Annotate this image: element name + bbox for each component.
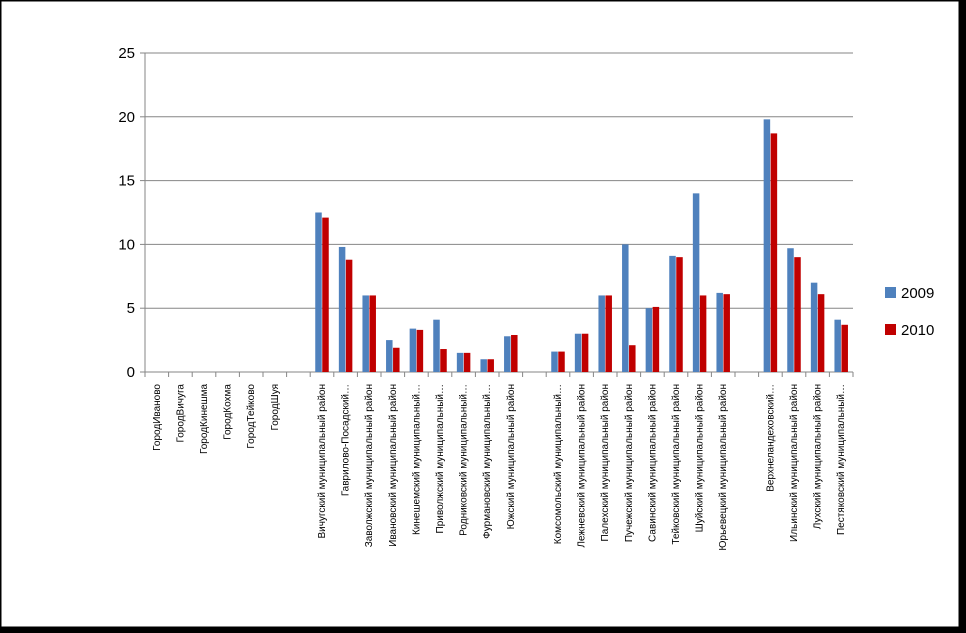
- bar-2010-11: [416, 329, 424, 372]
- legend-swatch-2009: [885, 287, 896, 298]
- y-axis-tick-labels: 0 5 10 15 20 25: [118, 45, 135, 381]
- bar-2010-27: [794, 257, 801, 372]
- bar-2009-8: [338, 246, 346, 372]
- x-category-label: Пучежский муниципальный район: [624, 384, 635, 542]
- bar-2009-19: [598, 295, 605, 372]
- bar-2010-21: [652, 306, 660, 372]
- bar-2009-7: [315, 212, 322, 372]
- x-category-label: Палехский муниципальный район: [600, 384, 611, 541]
- bar-2009-29: [834, 319, 841, 372]
- x-category-label: Фурмановский муниципальный…: [482, 384, 493, 539]
- bar-2010-9: [369, 295, 376, 372]
- bar-2009-11: [409, 328, 417, 372]
- x-category-label: Заволжский муниципальный район: [364, 384, 375, 547]
- bar-2009-22: [669, 255, 676, 372]
- bar-2010-8: [345, 259, 353, 372]
- bar-2009-12: [433, 319, 440, 372]
- x-category-label: ГородВичуга: [175, 384, 186, 443]
- bar-2010-19: [605, 295, 612, 372]
- x-category-label: Ильинский муниципальный район: [789, 384, 800, 542]
- x-category-label: ГородШуя: [270, 384, 281, 431]
- x-category-label: ГородТейково: [246, 384, 257, 449]
- legend: 2009 2010: [885, 285, 934, 339]
- bar-2009-17: [551, 351, 558, 372]
- bar-2009-13: [456, 352, 464, 372]
- bar-2009-26: [763, 119, 771, 373]
- bar-2010-28: [817, 294, 825, 372]
- x-category-label: Шуйский муниципальный район: [695, 384, 706, 532]
- bar-2010-29: [841, 324, 848, 372]
- bar-2009-21: [645, 308, 653, 372]
- bar-2010-15: [511, 334, 518, 372]
- y-tick-label: 25: [118, 45, 135, 62]
- bar-2009-10: [386, 340, 393, 372]
- x-category-label: Южский муниципальный район: [506, 384, 517, 529]
- x-category-label: Юрьевецкий муниципальный район: [718, 384, 729, 551]
- x-category-label: Гаврилово-Посадский…: [341, 384, 352, 496]
- x-category-label: Лухский муниципальный район: [813, 384, 824, 529]
- legend-swatch-2010: [885, 324, 896, 335]
- bar-2009-24: [716, 292, 723, 372]
- bar-2010-26: [770, 133, 778, 372]
- gridlines: [145, 52, 853, 309]
- bar-2009-15: [504, 336, 511, 372]
- bars: [315, 119, 848, 373]
- bar-2010-10: [393, 347, 400, 372]
- x-category-label: Кинешемский муниципальный…: [411, 384, 422, 535]
- bar-2010-20: [629, 345, 636, 372]
- legend-label-2009: 2009: [901, 285, 934, 302]
- x-category-label: Комсомольский муниципальный…: [553, 384, 564, 544]
- x-category-label: Тейковский муниципальный район: [671, 384, 682, 545]
- x-category-label: ГородКохма: [223, 384, 234, 440]
- bar-2010-12: [440, 349, 447, 372]
- legend-label-2010: 2010: [901, 322, 934, 339]
- x-category-label: Родниковский муниципальный…: [459, 384, 470, 536]
- x-category-label: Верхнеландеховский…: [765, 384, 776, 492]
- bar-2009-28: [810, 282, 818, 372]
- y-tick-label: 20: [118, 109, 135, 126]
- bar-2009-23: [692, 193, 700, 372]
- x-category-label: Пестяковский муниципальный…: [836, 384, 847, 535]
- bar-2010-24: [723, 294, 730, 372]
- bar-2009-27: [787, 248, 794, 372]
- x-axis-category-labels: ГородИваново ГородВичуга ГородКинешма Город…: [152, 384, 847, 551]
- x-category-label: Ивановский муниципальный район: [388, 384, 399, 547]
- bar-2010-23: [699, 295, 707, 372]
- bar-2009-18: [574, 333, 582, 372]
- bar-2010-14: [487, 359, 494, 372]
- y-tick-label: 5: [127, 300, 135, 317]
- x-category-label: Вичугский муниципальный район: [317, 384, 328, 539]
- bar-2010-13: [463, 352, 471, 372]
- y-tick-label: 0: [127, 364, 135, 381]
- x-category-label: Лежневский муниципальный район: [577, 384, 588, 548]
- bar-2010-17: [558, 351, 565, 372]
- x-category-label: ГородИваново: [152, 384, 163, 451]
- y-tick-label: 10: [118, 236, 135, 253]
- x-category-label: Савинский муниципальный район: [647, 384, 658, 542]
- bar-2009-14: [480, 359, 487, 372]
- axes: [140, 52, 854, 377]
- y-tick-label: 15: [118, 173, 135, 190]
- x-category-label: Приволжский муниципальный…: [435, 384, 446, 533]
- bar-2009-9: [362, 295, 369, 372]
- bar-2009-20: [622, 244, 629, 372]
- x-category-label: ГородКинешма: [199, 384, 210, 454]
- bar-2010-7: [322, 217, 329, 372]
- bar-2010-18: [581, 333, 589, 372]
- bar-2010-22: [676, 257, 683, 372]
